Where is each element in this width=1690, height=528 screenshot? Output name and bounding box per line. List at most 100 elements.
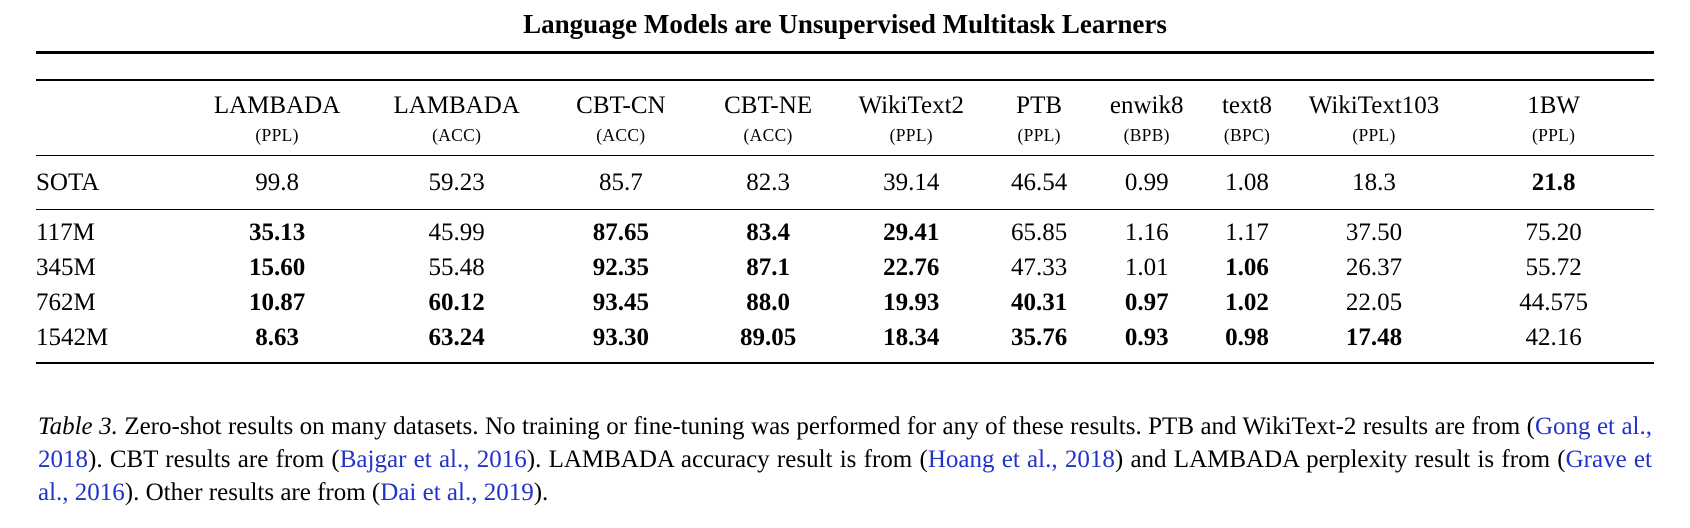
value-cell: 21.8 bbox=[1453, 155, 1654, 210]
row-label: 345M bbox=[36, 253, 96, 281]
value-cell: 1.16 bbox=[1124, 218, 1169, 246]
value-cell: 87.65 bbox=[592, 218, 649, 246]
column-header: CBT-CN (ACC) bbox=[544, 79, 698, 156]
value-cell: 35.13 bbox=[248, 218, 306, 246]
value-cell: 75.20 bbox=[1525, 218, 1582, 246]
table-header: LAMBADA (PPL) LAMBADA (ACC) CBT-CN (ACC) CBT-N… bbox=[36, 79, 1654, 156]
value-cell: 42.16 bbox=[1525, 323, 1582, 351]
paper-page: Language Models are Unsupervised Multita… bbox=[36, 9, 1654, 506]
column-metric: (PPL) bbox=[1017, 124, 1061, 145]
value-cell: 0.98 bbox=[1225, 323, 1269, 351]
sota-section: SOTA 99.8 59.23 85.7 82.3 39.14 46.54 0.99 1.08 1… bbox=[36, 155, 1654, 210]
table-row: 1542M 8.63 63.24 93.30 89.05 18.34 35.76 0.93 0.… bbox=[36, 320, 1654, 363]
column-metric: (PPL) bbox=[1352, 124, 1396, 145]
caption-text: Zero-shot results on many datasets. No t… bbox=[117, 412, 1535, 440]
column-metric: (BPC) bbox=[1223, 124, 1271, 145]
value-cell: 17.48 bbox=[1345, 323, 1403, 351]
column-header: text8 (BPC) bbox=[1199, 79, 1295, 156]
value-cell: 26.37 bbox=[1345, 253, 1403, 281]
row-label: 1542M bbox=[36, 323, 109, 351]
column-metric: (BPB) bbox=[1123, 124, 1170, 145]
citation-link[interactable]: Gong et al., 2018 bbox=[38, 412, 1652, 473]
value-cell: 55.48 bbox=[428, 253, 485, 281]
value-cell: 1.02 bbox=[1225, 288, 1269, 316]
column-name: CBT-NE bbox=[724, 91, 813, 119]
value-cell: 0.97 bbox=[1124, 288, 1169, 316]
value-cell: 89.05 bbox=[739, 323, 797, 351]
column-header: 1BW (PPL) bbox=[1453, 79, 1654, 156]
value-cell: 40.31 bbox=[1010, 288, 1068, 316]
column-name: 1BW bbox=[1527, 91, 1581, 119]
value-cell: 87.1 bbox=[746, 253, 790, 281]
value-cell: 99.8 bbox=[184, 155, 370, 210]
table-row: 345M 15.60 55.48 92.35 87.1 22.76 47.33 1.01 1.0… bbox=[36, 250, 1654, 285]
column-name: CBT-CN bbox=[576, 91, 666, 119]
value-cell: 47.33 bbox=[1010, 253, 1068, 281]
caption-text: ). Other results are from ( bbox=[124, 479, 381, 506]
value-cell: 1.08 bbox=[1199, 155, 1295, 210]
value-cell: 0.93 bbox=[1124, 323, 1169, 351]
value-cell: 19.93 bbox=[883, 288, 940, 316]
column-name: text8 bbox=[1221, 91, 1272, 119]
row-label: 117M bbox=[36, 218, 95, 246]
caption-label: Table 3. bbox=[38, 412, 118, 440]
column-name: PTB bbox=[1016, 91, 1063, 119]
value-cell: 1.17 bbox=[1225, 218, 1269, 246]
caption-text: ) and LAMBADA perplexity result is from … bbox=[1114, 445, 1566, 473]
citation-link[interactable]: Hoang et al., 2018 bbox=[927, 445, 1115, 473]
value-cell: 55.72 bbox=[1525, 253, 1582, 281]
column-header: LAMBADA (ACC) bbox=[369, 79, 545, 156]
value-cell: 22.76 bbox=[883, 253, 940, 281]
value-cell: 60.12 bbox=[428, 288, 485, 316]
value-cell: 37.50 bbox=[1345, 218, 1403, 246]
value-cell: 15.60 bbox=[248, 253, 306, 281]
column-header: CBT-NE (ACC) bbox=[697, 79, 839, 156]
value-cell: 45.99 bbox=[428, 218, 485, 246]
caption-text: ). LAMBADA accuracy result is from ( bbox=[526, 445, 928, 473]
value-cell: 88.0 bbox=[746, 288, 790, 316]
column-name: WikiText2 bbox=[858, 91, 965, 119]
column-metric: (ACC) bbox=[743, 124, 793, 145]
column-name: WikiText103 bbox=[1308, 91, 1440, 119]
row-label: SOTA bbox=[36, 155, 185, 210]
table-row: 117M 35.13 45.99 87.65 83.4 29.41 65.85 1.16 1.1… bbox=[36, 209, 1654, 250]
caption-text: ). CBT results are from ( bbox=[88, 445, 340, 473]
column-header: PTB (PPL) bbox=[984, 79, 1095, 156]
value-cell: 93.45 bbox=[592, 288, 649, 316]
citation-link[interactable]: Bajgar et al., 2016 bbox=[339, 445, 527, 473]
value-cell: 8.63 bbox=[255, 323, 299, 351]
value-cell: 0.99 bbox=[1094, 155, 1200, 210]
caption-text: ). bbox=[533, 479, 549, 506]
table-row: 762M 10.87 60.12 93.45 88.0 19.93 40.31 0.97 1.0… bbox=[36, 285, 1654, 320]
column-metric: (ACC) bbox=[596, 124, 646, 145]
value-cell: 46.54 bbox=[984, 155, 1095, 210]
citation-link[interactable]: Dai et al., 2019 bbox=[380, 479, 534, 506]
column-header: WikiText103 (PPL) bbox=[1294, 79, 1454, 156]
column-header: enwik8 (BPB) bbox=[1094, 79, 1200, 156]
value-cell: 44.575 bbox=[1519, 288, 1589, 316]
value-cell: 1.01 bbox=[1124, 253, 1169, 281]
value-cell: 82.3 bbox=[697, 155, 839, 210]
value-cell: 39.14 bbox=[838, 155, 985, 210]
value-cell: 35.76 bbox=[1010, 323, 1068, 351]
column-name: LAMBADA bbox=[393, 91, 520, 119]
value-cell: 18.34 bbox=[883, 323, 940, 351]
row-label: 762M bbox=[36, 288, 96, 316]
value-cell: 22.05 bbox=[1345, 288, 1403, 316]
value-cell: 1.06 bbox=[1225, 253, 1269, 281]
value-cell: 59.23 bbox=[369, 155, 545, 210]
value-cell: 63.24 bbox=[428, 323, 485, 351]
column-header: WikiText2 (PPL) bbox=[838, 79, 985, 156]
value-cell: 29.41 bbox=[883, 218, 940, 246]
column-name: LAMBADA bbox=[213, 91, 341, 119]
paper-title: Language Models are Unsupervised Multita… bbox=[523, 9, 1167, 39]
value-cell: 93.30 bbox=[592, 323, 649, 351]
value-cell: 18.3 bbox=[1294, 155, 1454, 210]
results-table: LAMBADA (PPL) LAMBADA (ACC) CBT-CN (ACC) CBT-N… bbox=[36, 78, 1654, 364]
citation-link[interactable]: Grave et al., 2016 bbox=[38, 445, 1652, 506]
column-metric: (ACC) bbox=[432, 124, 482, 145]
table-row: SOTA 99.8 59.23 85.7 82.3 39.14 46.54 0.99 1.08 1… bbox=[36, 155, 1654, 210]
value-cell: 83.4 bbox=[746, 218, 790, 246]
models-section: 117M 35.13 45.99 87.65 83.4 29.41 65.85 1.16 1.1… bbox=[36, 209, 1654, 363]
column-name: enwik8 bbox=[1109, 91, 1184, 119]
